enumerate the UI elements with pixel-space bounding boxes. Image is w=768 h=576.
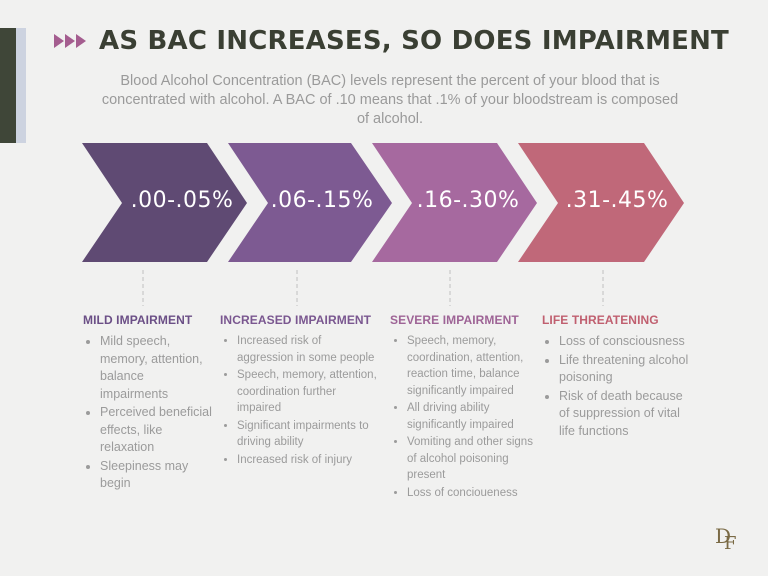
triple-chevron-icon — [54, 34, 87, 48]
column-heading: INCREASED IMPAIRMENT — [220, 313, 372, 327]
list-item: Loss of consciousness — [559, 333, 692, 351]
bullet-list: Speech, memory, coordination, attention,… — [390, 333, 540, 501]
list-item: Increased risk of aggression in some peo… — [237, 333, 380, 366]
list-item: Sleepiness may begin — [100, 458, 215, 493]
column-heading: MILD IMPAIRMENT — [83, 313, 193, 327]
list-item: Increased risk of injury — [237, 452, 380, 469]
range-label-increased: .06-.15% — [270, 188, 374, 213]
column-heading: LIFE THREATENING — [542, 313, 659, 327]
list-item: Perceived beneficial effects, like relax… — [100, 404, 215, 457]
list-item: Speech, memory, attention, coordination … — [237, 367, 380, 417]
chevron-severe — [372, 143, 537, 262]
page-subtitle: Blood Alcohol Concentration (BAC) levels… — [101, 73, 679, 127]
range-label-life-threatening: .31-.45% — [565, 188, 669, 213]
bullet-list: Loss of consciousness Life threatening a… — [542, 333, 692, 440]
chevron-mild — [82, 143, 247, 262]
list-item: Mild speech, memory, attention, balance … — [100, 333, 215, 403]
list-item: All driving ability significantly impair… — [407, 400, 540, 433]
list-item: Vomiting and other signs of alcohol pois… — [407, 434, 540, 484]
column-mild: MILD IMPAIRMENT Mild speech, memory, att… — [83, 313, 215, 494]
range-label-severe: .16-.30% — [416, 188, 520, 213]
list-item: Speech, memory, coordination, attention,… — [407, 333, 540, 399]
column-heading: SEVERE IMPAIRMENT — [390, 313, 519, 327]
list-item: Risk of death because of suppression of … — [559, 388, 692, 441]
column-life-threatening: LIFE THREATENING Loss of consciousness L… — [542, 313, 692, 441]
column-severe: SEVERE IMPAIRMENT Speech, memory, coordi… — [390, 313, 540, 502]
bullet-list: Increased risk of aggression in some peo… — [220, 333, 380, 468]
header: AS BAC INCREASES, SO DOES IMPAIRMENT — [54, 26, 729, 56]
list-item: Life threatening alcohol poisoning — [559, 352, 692, 387]
chevron-increased — [228, 143, 392, 262]
bullet-list: Mild speech, memory, attention, balance … — [83, 333, 215, 493]
range-label-mild: .00-.05% — [130, 188, 234, 213]
side-accent-light — [16, 28, 26, 143]
chevron-life-threatening — [518, 143, 684, 262]
column-increased: INCREASED IMPAIRMENT Increased risk of a… — [220, 313, 380, 469]
side-accent-dark — [0, 28, 16, 143]
page-title: AS BAC INCREASES, SO DOES IMPAIRMENT — [99, 26, 729, 56]
list-item: Loss of concioueness — [407, 485, 540, 502]
list-item: Significant impairments to driving abili… — [237, 418, 380, 451]
